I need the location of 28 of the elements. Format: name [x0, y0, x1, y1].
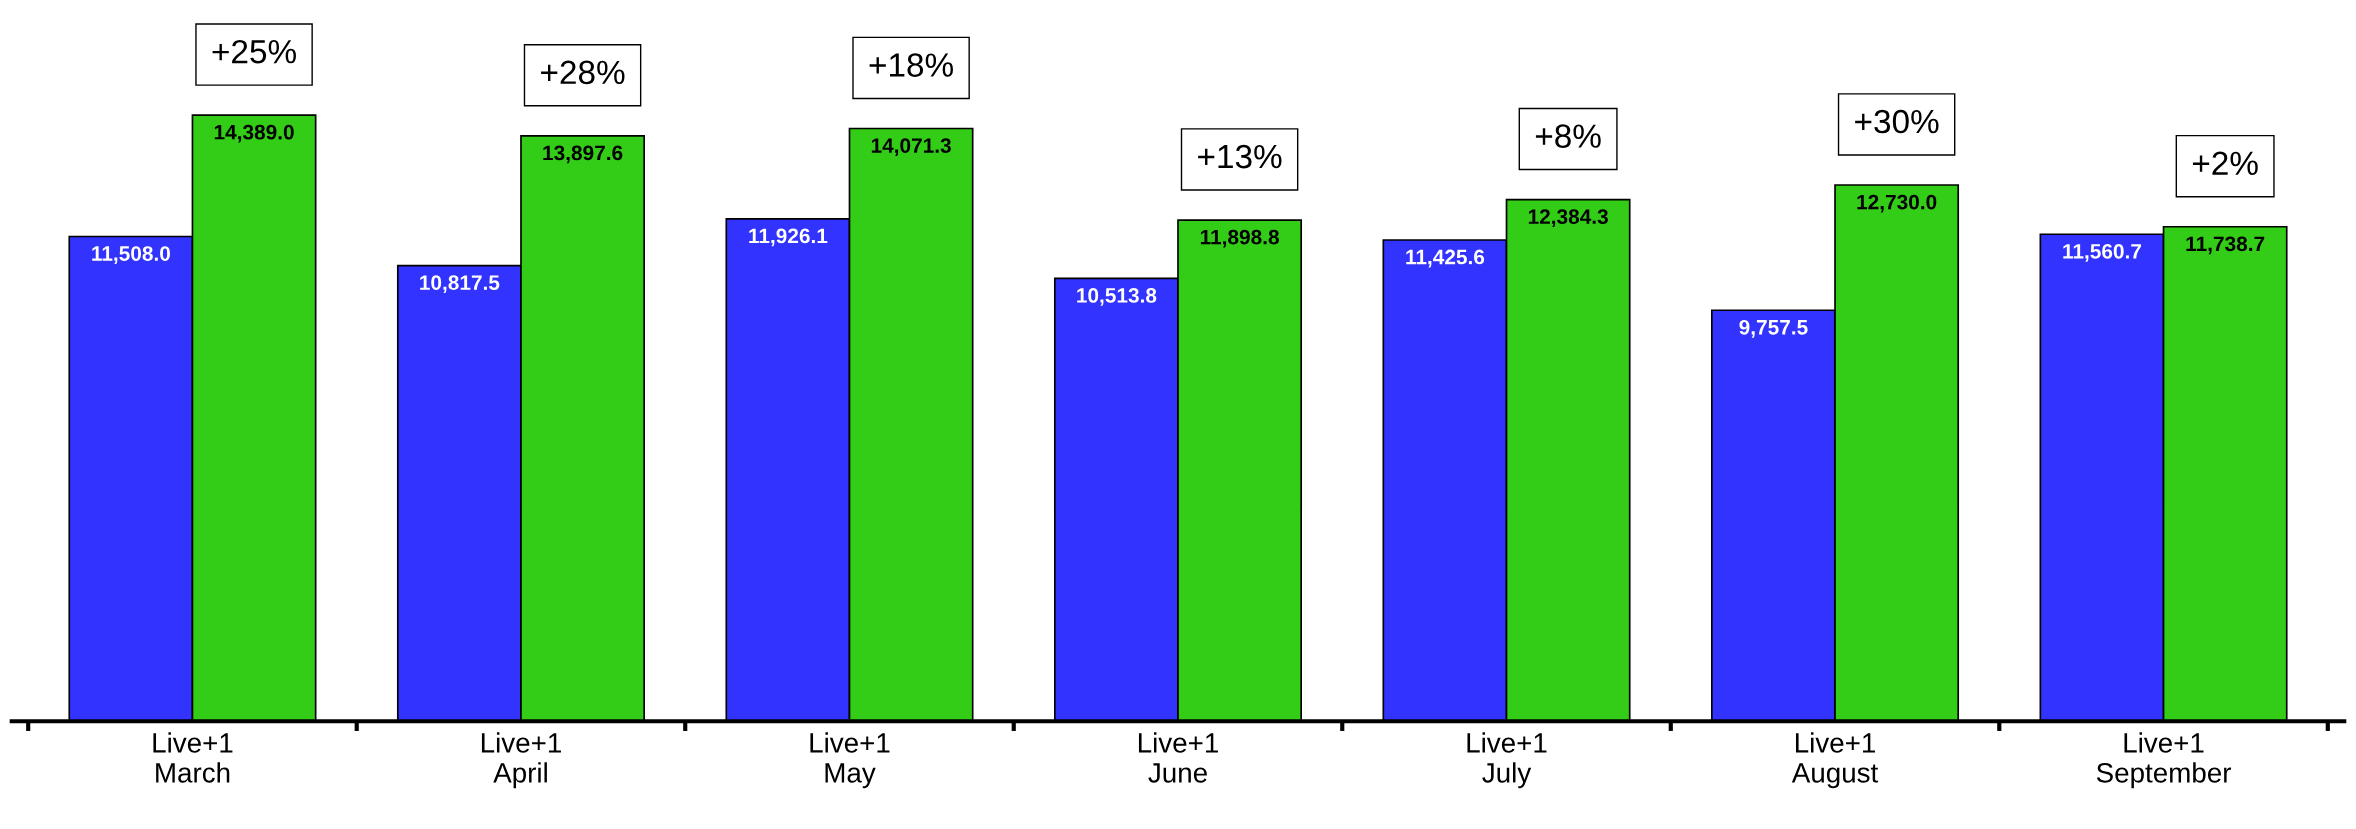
- data-label: 11,508.0: [92, 246, 170, 264]
- text: +18%: [869, 53, 953, 77]
- data-label: 11,560.7: [2063, 243, 2141, 262]
- x-tick-label: Live+1 April: [481, 732, 561, 789]
- data-label: 11,926.1: [749, 228, 828, 247]
- annotation: +13%: [1198, 144, 1282, 169]
- data-label: 10,817.5: [420, 275, 500, 293]
- data-label: 11,898.8: [1200, 229, 1279, 248]
- annotation: +8%: [1535, 124, 1601, 148]
- data-label: 12,384.3: [1528, 209, 1608, 228]
- text: +25%: [212, 39, 296, 64]
- data-label: 10,513.8: [1077, 288, 1157, 306]
- x-tick-label: Live+1 August: [1791, 732, 1879, 789]
- x-tick-label: Live+1 September: [2096, 732, 2232, 789]
- x-tick-label: Live+1 June: [1138, 732, 1218, 783]
- data-label: 11,738.7: [2186, 236, 2265, 255]
- text: +28%: [541, 60, 625, 85]
- data-label: 9,757.5: [1739, 319, 1808, 338]
- x-tick-label: Live+1 May: [810, 732, 890, 789]
- data-label: 13,897.6: [543, 145, 623, 164]
- data-label: 14,071.3: [871, 138, 951, 156]
- annotation: +2%: [2192, 151, 2258, 175]
- x-tick-label: Live+1 July: [1467, 732, 1547, 789]
- data-label: 11,425.6: [1406, 249, 1485, 268]
- data-label: 14,389.0: [214, 124, 294, 143]
- data-label: 12,730.0: [1857, 194, 1937, 213]
- annotation: +30%: [1855, 109, 1939, 134]
- x-tick-label: Live+1 March: [153, 732, 233, 783]
